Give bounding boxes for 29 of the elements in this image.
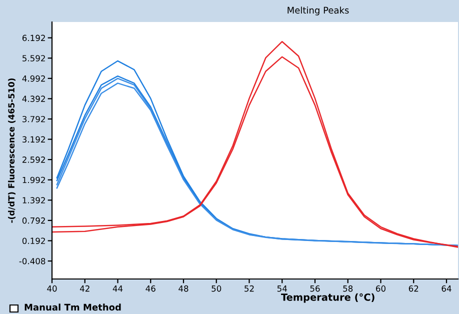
y-tick-label: 1.392 [22,197,45,204]
x-tick-label: 42 [80,285,90,292]
x-axis-title: Temperature (°C) [281,293,374,303]
y-tick-label: 0.192 [22,238,45,244]
y-tick-label: 3.192 [22,136,45,143]
y-tick-label: 5.592 [22,55,45,62]
x-tick-label: 60 [376,285,386,292]
x-tick-label: 44 [112,286,123,292]
y-tick-label: 4.992 [22,75,45,82]
x-tick-label: 56 [310,285,320,292]
chart-title: Melting Peaks [288,6,349,16]
x-tick-label: 50 [212,285,222,292]
text: Manual Tm Method [24,304,121,311]
y-tick-label: -0.408 [19,258,46,264]
x-tick-label: 62 [408,285,418,292]
x-tick-label: 40 [47,285,57,292]
y-tick-label: 4.392 [22,96,45,102]
y-tick-label: 0.792 [22,217,45,224]
x-tick-label: 58 [343,285,353,292]
x-tick-label: 64 [442,285,452,292]
y-tick-label: 3.792 [22,116,45,122]
y-tick-label: 1.992 [22,176,45,184]
x-tick-label: 54 [277,286,287,292]
x-tick-label: 48 [178,285,188,292]
x-tick-label: 46 [146,285,156,292]
y-tick-label: 2.592 [22,156,45,163]
y-tick-label: 6.192 [22,34,45,42]
x-tick-label: 52 [244,285,254,292]
y-axis-title: -(d/dT) Fluorescence (465-510) [8,78,16,223]
